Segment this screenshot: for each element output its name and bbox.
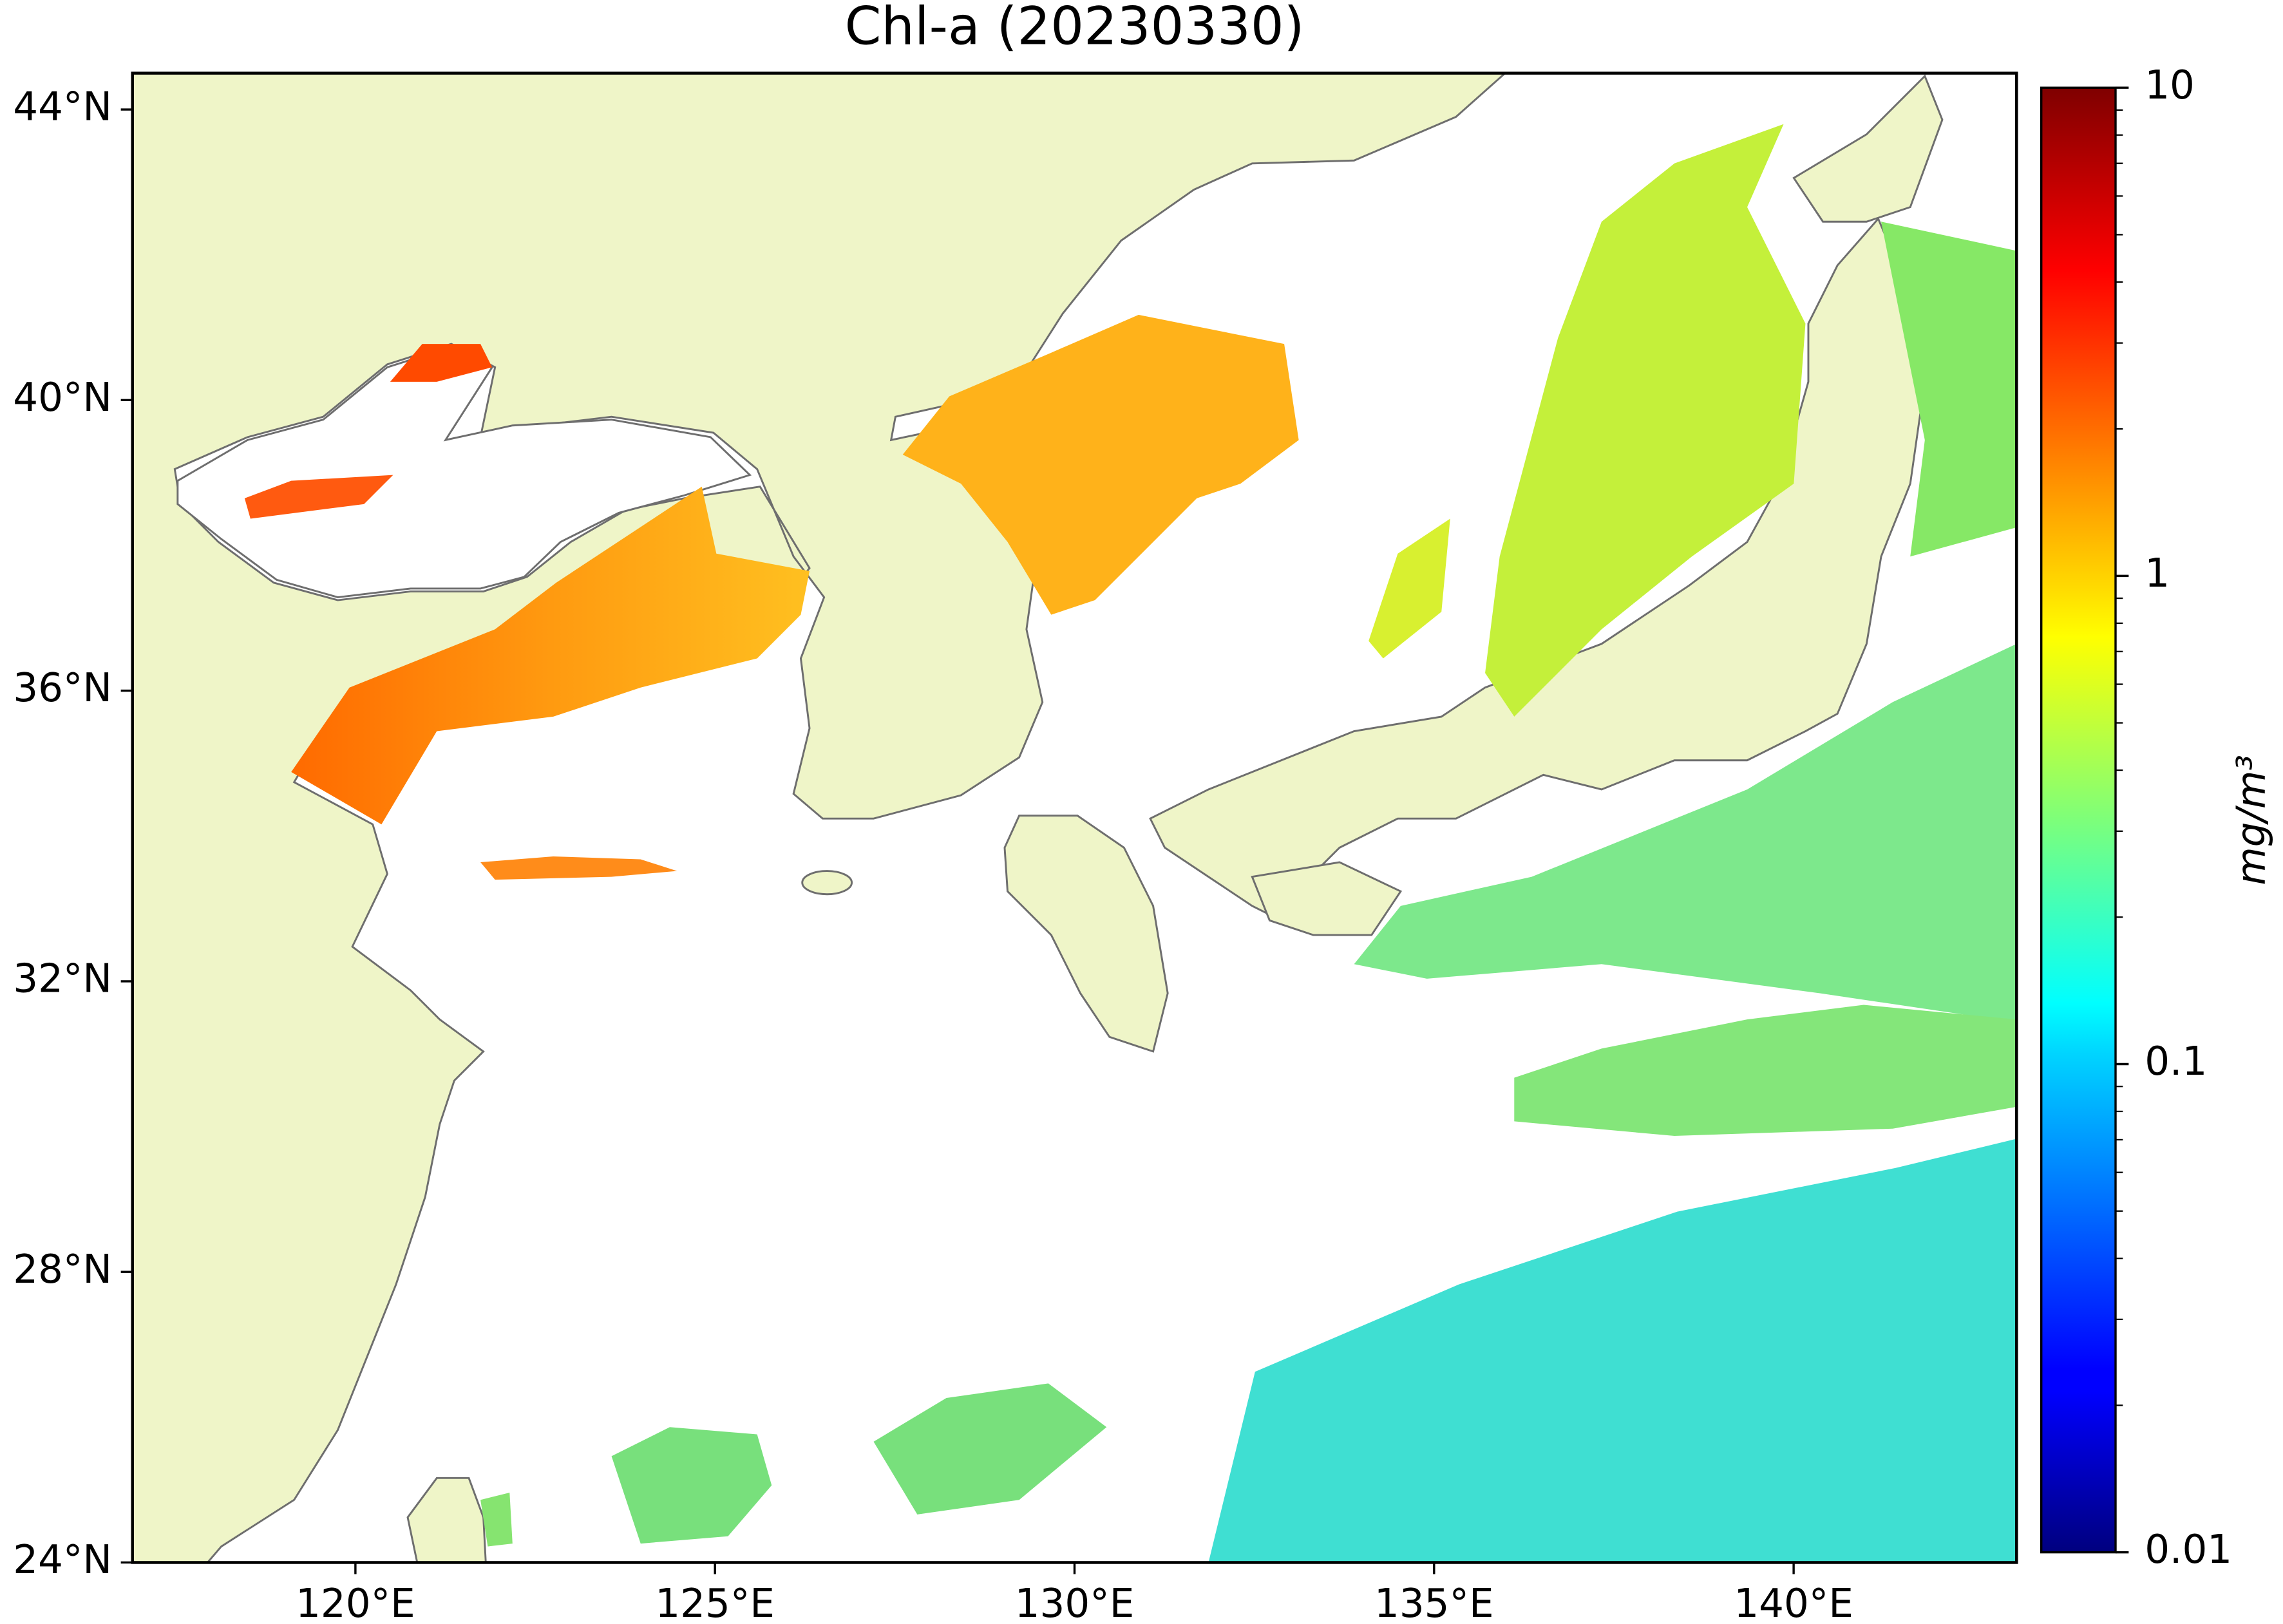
y-tick-label: 28°N [13, 1247, 112, 1292]
chl-patch [1208, 1138, 2017, 1563]
chl-patch [611, 1427, 772, 1544]
chl-patch [480, 856, 677, 880]
chl-patch [873, 1383, 1107, 1515]
x-tick-label: 140°E [1734, 1581, 1853, 1624]
x-tick-label: 130°E [1015, 1581, 1135, 1624]
chl-patch [1354, 643, 2017, 1023]
x-tick-label: 120°E [296, 1581, 415, 1624]
land [1003, 815, 1169, 1053]
colorbar-label: mg/m³ [2228, 755, 2274, 885]
chl-patch [390, 344, 493, 382]
colorbar [2040, 86, 2117, 1554]
chl-patch [291, 486, 810, 825]
y-tick-label: 24°N [13, 1537, 112, 1583]
land [801, 870, 853, 896]
y-tick-label: 32°N [13, 956, 112, 1001]
chl-patch [1881, 222, 2017, 557]
y-tick-label: 44°N [13, 84, 112, 130]
y-tick-label: 40°N [13, 375, 112, 420]
x-tick-label: 135°E [1374, 1581, 1494, 1624]
chl-patch [480, 1492, 513, 1547]
land [1251, 861, 1403, 936]
x-tick-label: 125°E [655, 1581, 775, 1624]
map-layer [132, 73, 2017, 1563]
chl-patch [244, 475, 393, 519]
colorbar-tick-label: 0.1 [2145, 1039, 2207, 1084]
chl-patch [1369, 518, 1450, 659]
colorbar-tick-label: 10 [2145, 62, 2195, 108]
land [406, 1477, 487, 1563]
colorbar-tick-label: 1 [2145, 551, 2170, 596]
colorbar-tick-label: 0.01 [2145, 1527, 2232, 1572]
y-tick-label: 36°N [13, 665, 112, 711]
chl-patch [1514, 1005, 2017, 1137]
chl-patch [1485, 124, 1806, 717]
chart-title: Chl-a (20230330) [845, 0, 1305, 57]
land [1792, 74, 1944, 223]
chl-patch [902, 314, 1299, 615]
